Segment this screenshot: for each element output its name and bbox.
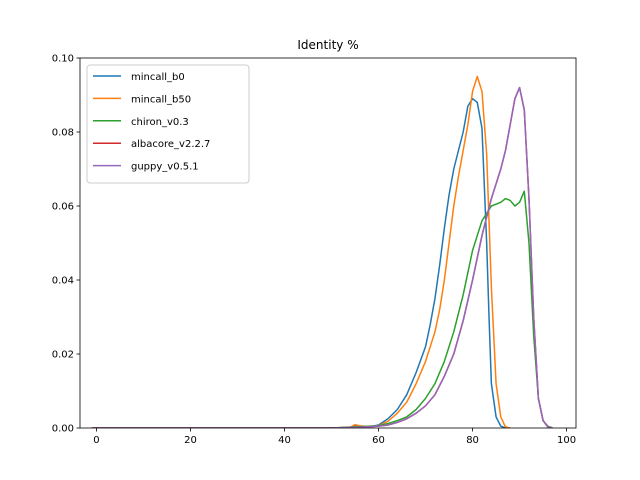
x-tick-label: 60 [372,435,385,446]
y-tick-label: 0.06 [52,202,74,213]
y-tick-label: 0.10 [52,54,74,65]
legend-label-4: guppy_v0.5.1 [131,162,199,173]
x-tick-label: 40 [278,435,291,446]
plot-frame [79,57,577,429]
x-tick-label: 80 [466,435,479,446]
legend-box [86,64,250,184]
y-tick-label: 0.00 [52,424,74,435]
legend-label-0: mincall_b0 [131,72,185,83]
x-tick-label: 0 [93,435,99,446]
legend-label-2: chiron_v0.3 [131,117,189,128]
y-tick-label: 0.02 [52,350,74,361]
y-axis: 0.00 0.02 0.04 0.06 0.08 0.10 [52,54,80,435]
x-axis: 0 20 40 60 80 100 [93,428,576,446]
series-line-1 [91,75,511,428]
legend: mincall_b0 mincall_b50 chiron_v0.3 albacore… [86,64,250,184]
x-tick-label: 100 [557,435,576,446]
x-tick-label: 20 [184,435,197,446]
chart-title: Identity % [297,38,358,52]
y-tick-label: 0.08 [52,128,74,139]
series-layer [91,75,553,428]
legend-label-3: albacore_v2.2.7 [131,139,210,150]
series-line-4 [91,86,553,428]
legend-label-1: mincall_b50 [131,94,191,105]
y-tick-label: 0.04 [52,276,74,287]
